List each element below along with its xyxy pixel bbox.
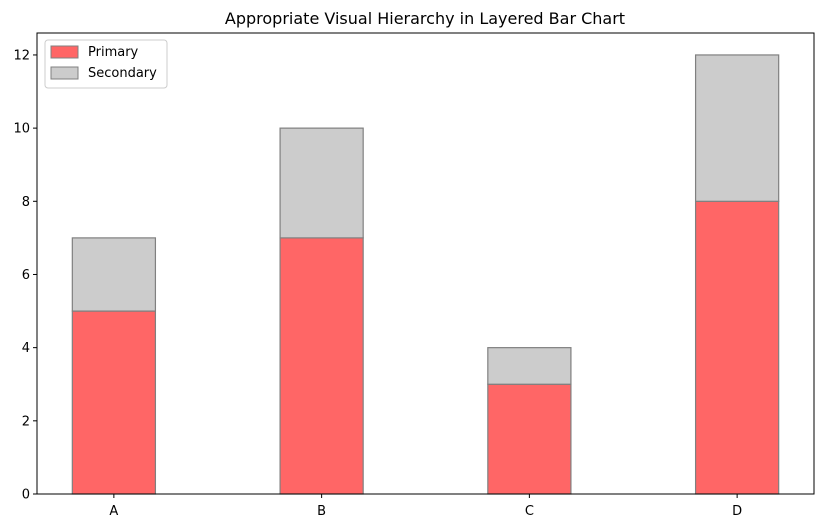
axes-layer: 0 2 4 6 8 10 12 A B C D (13, 32, 815, 519)
bar-secondary-d (694, 54, 780, 202)
y-tick-label: 8 (22, 195, 30, 210)
chart-title: Appropriate Visual Hierarchy in Layered … (225, 9, 625, 28)
x-tick-label: A (109, 504, 118, 519)
plot-frame (36, 32, 815, 495)
y-tick-label: 10 (13, 122, 30, 137)
x-tick-label: C (525, 504, 534, 519)
legend-label-secondary: Secondary (88, 66, 157, 81)
legend-label-primary: Primary (88, 45, 139, 60)
bar-primary-c (487, 383, 572, 495)
y-tick-label: 0 (22, 488, 30, 503)
legend-swatch-primary (50, 45, 79, 59)
bar-primary-d (694, 200, 780, 495)
bar-secondary-b (279, 127, 364, 239)
x-tick-label: D (732, 504, 742, 519)
bar-secondary-a (71, 237, 157, 312)
legend-swatch-secondary (50, 66, 79, 80)
x-tick-label: B (317, 504, 326, 519)
legend: Primary Secondary (44, 39, 168, 89)
y-tick-label: 12 (13, 48, 30, 63)
bar-primary-a (71, 310, 157, 495)
bars-layer (71, 54, 780, 495)
y-tick-label: 2 (22, 414, 30, 429)
bar-secondary-c (487, 347, 572, 385)
bar-primary-b (279, 237, 364, 495)
y-tick-label: 4 (22, 341, 30, 356)
y-tick-label: 6 (22, 268, 30, 283)
